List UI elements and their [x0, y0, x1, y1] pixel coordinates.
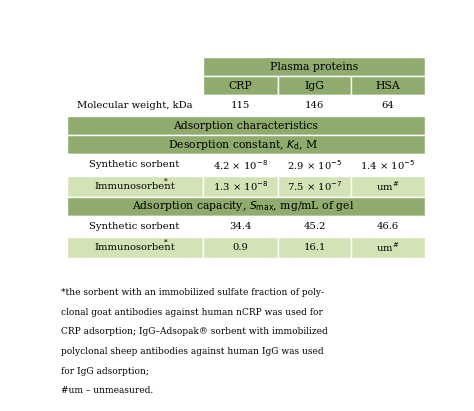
- Text: um$^{\#}$: um$^{\#}$: [376, 241, 400, 254]
- Bar: [66, 135, 425, 155]
- Text: #um – unmeasured.: #um – unmeasured.: [61, 386, 153, 395]
- Text: 0.9: 0.9: [232, 243, 248, 252]
- Bar: [278, 95, 351, 116]
- Bar: [278, 175, 351, 197]
- Text: clonal goat antibodies against human nCRP was used for: clonal goat antibodies against human nCR…: [61, 308, 323, 317]
- Bar: [278, 216, 351, 237]
- Text: CRP adsorption; IgG–Adsopak® sorbent with immobilized: CRP adsorption; IgG–Adsopak® sorbent wit…: [61, 328, 328, 337]
- Bar: [202, 76, 278, 95]
- Text: CRP: CRP: [228, 81, 252, 91]
- Text: Synthetic sorbent: Synthetic sorbent: [90, 160, 180, 169]
- Bar: [66, 57, 202, 76]
- Bar: [202, 175, 278, 197]
- Bar: [202, 95, 278, 116]
- Text: 7.5 × 10$^{-7}$: 7.5 × 10$^{-7}$: [287, 179, 342, 193]
- Text: Immunosorbent: Immunosorbent: [94, 182, 175, 191]
- Text: Synthetic sorbent: Synthetic sorbent: [90, 222, 180, 231]
- Bar: [66, 76, 202, 95]
- Text: 115: 115: [230, 101, 250, 110]
- Text: Plasma proteins: Plasma proteins: [270, 62, 358, 72]
- Text: 2.9 × 10$^{-5}$: 2.9 × 10$^{-5}$: [287, 158, 342, 172]
- Bar: [278, 237, 351, 258]
- Bar: [66, 197, 425, 216]
- Bar: [66, 175, 202, 197]
- Bar: [202, 237, 278, 258]
- Bar: [351, 175, 425, 197]
- Bar: [351, 216, 425, 237]
- Text: 16.1: 16.1: [303, 243, 326, 252]
- Text: *: *: [164, 177, 168, 185]
- Text: um$^{\#}$: um$^{\#}$: [376, 179, 400, 193]
- Text: 4.2 × 10$^{-8}$: 4.2 × 10$^{-8}$: [213, 158, 268, 172]
- Text: Desorption constant, $K_\mathrm{d}$, M: Desorption constant, $K_\mathrm{d}$, M: [168, 138, 318, 152]
- Text: *the sorbent with an immobilized sulfate fraction of poly-: *the sorbent with an immobilized sulfate…: [61, 288, 324, 297]
- Text: Adsorption capacity, $S_\mathrm{max}$, mg/mL of gel: Adsorption capacity, $S_\mathrm{max}$, m…: [132, 199, 354, 213]
- Text: Molecular weight, kDa: Molecular weight, kDa: [77, 101, 192, 110]
- Text: 46.6: 46.6: [377, 222, 399, 231]
- Bar: [66, 216, 202, 237]
- Text: 64: 64: [382, 101, 394, 110]
- Bar: [66, 116, 425, 135]
- Bar: [202, 216, 278, 237]
- Bar: [351, 76, 425, 95]
- Bar: [202, 57, 425, 76]
- Text: 1.3 × 10$^{-8}$: 1.3 × 10$^{-8}$: [212, 179, 268, 193]
- Text: polyclonal sheep antibodies against human IgG was used: polyclonal sheep antibodies against huma…: [61, 347, 324, 356]
- Text: for IgG adsorption;: for IgG adsorption;: [61, 367, 149, 376]
- Text: IgG: IgG: [305, 81, 325, 91]
- Bar: [351, 95, 425, 116]
- Text: 45.2: 45.2: [303, 222, 326, 231]
- Bar: [202, 155, 278, 175]
- Bar: [278, 155, 351, 175]
- Text: 1.4 × 10$^{-5}$: 1.4 × 10$^{-5}$: [360, 158, 416, 172]
- Bar: [66, 237, 202, 258]
- Text: Immunosorbent: Immunosorbent: [94, 243, 175, 252]
- Bar: [66, 95, 202, 116]
- Text: 34.4: 34.4: [229, 222, 251, 231]
- Bar: [66, 155, 202, 175]
- Text: HSA: HSA: [376, 81, 401, 91]
- Bar: [351, 155, 425, 175]
- Bar: [351, 237, 425, 258]
- Text: 146: 146: [305, 101, 324, 110]
- Bar: [278, 76, 351, 95]
- Text: Adsorption characteristics: Adsorption characteristics: [173, 121, 318, 131]
- Text: *: *: [164, 238, 168, 247]
